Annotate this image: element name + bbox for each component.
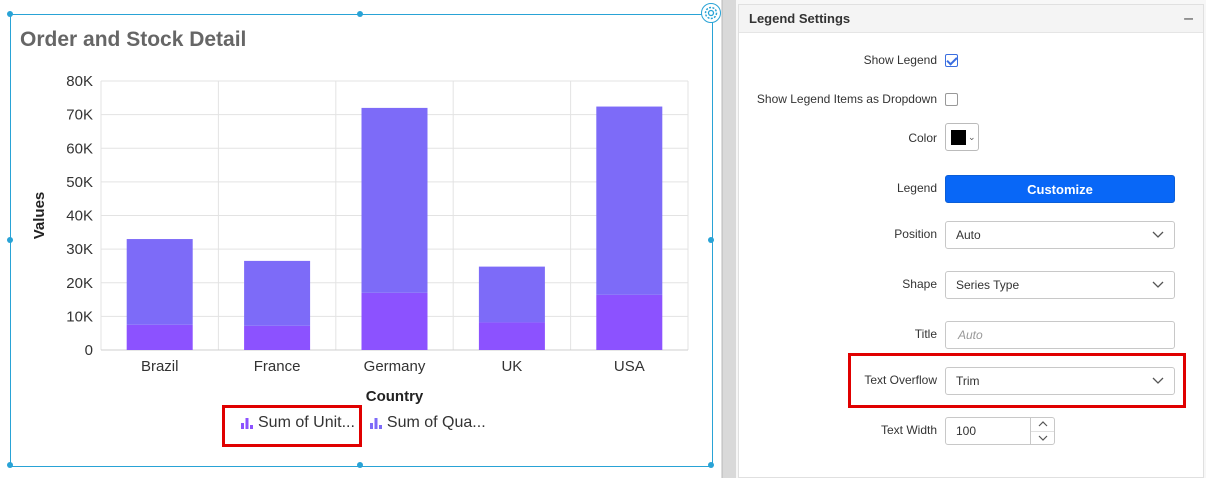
bar-segment [478,266,545,323]
bar-segment [126,239,193,325]
x-tick-label: Brazil [141,358,179,375]
y-tick-label: 40K [66,208,93,225]
shape-dropdown[interactable]: Series Type [945,271,1175,299]
row-legend-dropdown: Show Legend Items as Dropdown [739,84,1205,114]
legend-dropdown-label: Show Legend Items as Dropdown [756,92,937,106]
resize-handle-top[interactable] [357,11,363,17]
bar-chart: 0 10K 20K 30K 40K 50K 60K 70K 80K Brazil France Ger… [31,73,689,405]
y-tick-label: 50K [66,174,93,191]
text-overflow-value: Trim [956,374,980,388]
show-legend-checkbox[interactable] [945,54,958,67]
chevron-down-icon [1152,231,1164,238]
legend-item-quantity[interactable]: Sum of Qua... [369,414,486,432]
text-width-label: Text Width [880,423,937,437]
color-picker[interactable]: ⌄ [945,123,979,151]
row-text-overflow: Text Overflow Trim [739,365,1205,395]
color-swatch [951,129,966,145]
y-tick-label: 10K [66,308,93,325]
x-tick-label: France [254,358,301,375]
text-overflow-dropdown[interactable]: Trim [945,367,1175,395]
bar-segment [361,107,428,293]
resize-handle-top-left[interactable] [7,11,13,17]
legend-label-quantity: Sum of Qua... [386,414,486,431]
resize-handle-bottom[interactable] [357,462,363,468]
chevron-down-icon [1152,377,1164,384]
widget-title: Order and Stock Detail [20,28,247,51]
chevron-down-icon: ⌄ [968,131,976,142]
bar-segment [478,322,545,350]
row-show-legend: Show Legend [739,45,1205,75]
resize-handle-bottom-right[interactable] [708,462,714,468]
row-shape: Shape Series Type [739,269,1205,299]
text-overflow-highlight-box [848,353,1186,408]
resize-handle-bottom-left[interactable] [7,462,13,468]
bar-segment [126,324,193,350]
chevron-down-icon[interactable] [1031,432,1054,445]
text-width-stepper[interactable]: 100 [945,417,1055,445]
row-color: Color ⌄ [739,123,1205,153]
bar-segment [596,106,663,295]
title-label: Title [914,327,937,341]
section-header[interactable]: Legend Settings – [739,5,1203,33]
row-text-width: Text Width 100 [739,415,1205,445]
row-title: Title Auto [739,319,1205,349]
row-legend: Legend Customize [739,173,1205,203]
y-tick-label: 70K [66,107,93,124]
collapse-icon[interactable]: – [1184,9,1193,27]
panel-splitter[interactable] [722,0,736,478]
customize-button[interactable]: Customize [945,175,1175,203]
widget-settings-gear-icon[interactable] [701,3,721,23]
legend-highlight-box [222,405,362,447]
x-tick-label: UK [501,358,522,375]
resize-handle-right[interactable] [708,237,714,243]
title-input[interactable]: Auto [945,321,1175,349]
bar-segment [244,260,311,326]
legend-dropdown-checkbox[interactable] [945,93,958,106]
legend-label: Legend [896,181,937,195]
legend-item-unit[interactable]: Sum of Unit... [240,414,355,432]
stepper-buttons [1030,418,1054,444]
position-dropdown[interactable]: Auto [945,221,1175,249]
x-axis-title: Country [366,388,424,405]
bar-segment [361,292,428,350]
legend-settings-section: Legend Settings – Show Legend Show Legen… [738,4,1204,478]
y-tick-label: 20K [66,275,93,292]
section-title: Legend Settings [749,11,851,26]
y-axis-title: Values [31,192,48,240]
bar-segment [244,325,311,350]
position-label: Position [894,227,937,241]
color-label: Color [908,131,937,145]
legend-label-unit: Sum of Unit... [258,414,355,431]
bar-segment [596,294,663,350]
show-legend-label: Show Legend [863,53,937,67]
y-tick-label: 0 [85,342,93,359]
position-value: Auto [956,228,981,242]
bar-series-icon [241,418,253,429]
y-tick-label: 80K [66,73,93,90]
chevron-up-icon[interactable] [1031,418,1054,432]
shape-value: Series Type [956,278,1020,292]
text-width-value: 100 [956,424,977,438]
y-tick-label: 30K [66,241,93,258]
row-position: Position Auto [739,219,1205,249]
y-tick-label: 60K [66,140,93,157]
properties-panel: Legend Settings – Show Legend Show Legen… [736,0,1206,478]
resize-handle-left[interactable] [7,237,13,243]
bar-series-icon [369,418,382,429]
design-canvas: Order and Stock Detail 0 10K 20K 30K 40K 50K 6… [7,0,722,478]
x-tick-label: USA [614,358,645,375]
x-tick-label: Germany [364,358,426,375]
chevron-down-icon [1152,281,1164,288]
text-overflow-label: Text Overflow [864,373,937,387]
shape-label: Shape [902,277,937,291]
chart-legend: Sum of Unit... Sum of Qua... [240,414,500,432]
